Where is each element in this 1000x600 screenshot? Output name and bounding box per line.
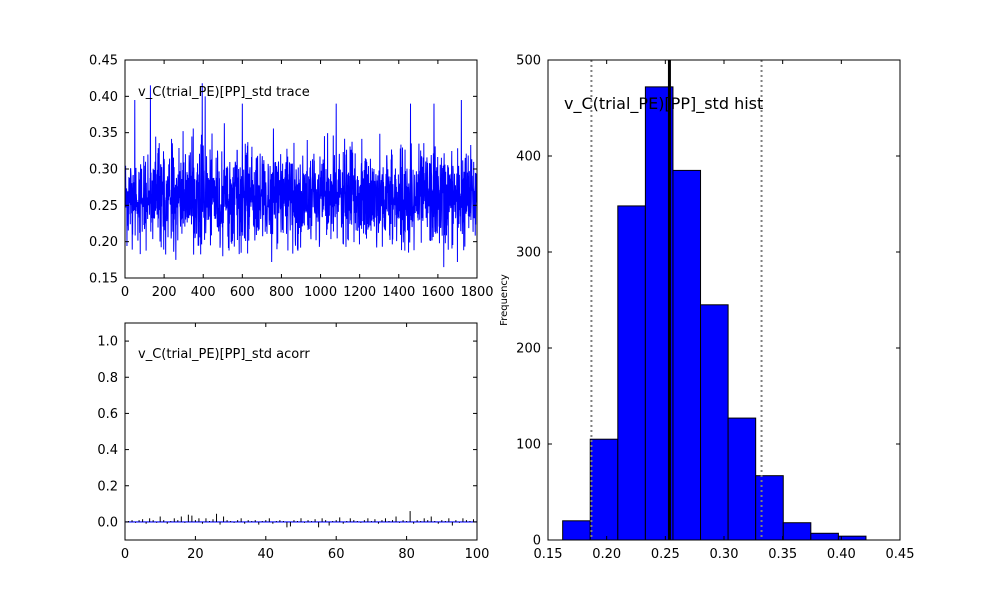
y-tick-label: 0.30 <box>89 163 118 178</box>
y-tick-label: 0.25 <box>89 199 118 214</box>
hist-bar <box>589 438 619 540</box>
hist-bar <box>727 417 757 540</box>
y-tick-label: 400 <box>516 150 541 165</box>
hist-panel: 0.15 0.20 0.25 0.30 0.35 0.40 0.45 0 100 200 300 4… <box>499 54 914 563</box>
hist-y-ticks: 0 100 200 300 400 500 <box>516 54 900 549</box>
acorr-panel: 0 20 40 60 80 100 0.0 0.2 0.4 0.6 0.8 1.0 v_C(tria… <box>97 322 490 562</box>
trace-series-line <box>125 83 477 268</box>
x-tick-label: 100 <box>465 547 490 562</box>
x-tick-label: 800 <box>269 285 294 300</box>
y-tick-label: 0.0 <box>97 515 118 530</box>
y-tick-label: 500 <box>516 54 541 69</box>
x-tick-label: 0.45 <box>886 547 915 562</box>
y-tick-label: 300 <box>516 246 541 261</box>
hist-bar <box>755 475 784 540</box>
x-tick-label: 0.35 <box>768 547 797 562</box>
y-tick-label: 1.0 <box>97 335 118 350</box>
x-tick-label: 0 <box>121 285 129 300</box>
hist-bar <box>617 205 646 540</box>
x-tick-label: 0.40 <box>827 547 856 562</box>
x-tick-label: 1200 <box>343 285 376 300</box>
hist-bar <box>672 169 702 540</box>
y-tick-label: 0.8 <box>97 371 118 386</box>
y-tick-label: 0.15 <box>89 272 118 287</box>
x-tick-label: 600 <box>230 285 255 300</box>
hist-bar <box>837 535 867 540</box>
hist-plot-area <box>562 60 867 540</box>
trace-x-ticks: 0 200 400 600 800 1000 1200 1400 1600 1800 <box>121 60 494 300</box>
acorr-title: v_C(trial_PE)[PP]_std acorr <box>138 347 310 362</box>
y-tick-label: 0.20 <box>89 235 118 250</box>
hist-bar <box>562 520 591 540</box>
x-tick-label: 400 <box>191 285 216 300</box>
trace-panel: 0 200 400 600 800 1000 1200 1400 1600 1800 0.150.… <box>89 54 494 301</box>
trace-title: v_C(trial_PE)[PP]_std trace <box>138 85 310 100</box>
x-tick-label: 0.25 <box>651 547 680 562</box>
acorr-axes-frame <box>124 322 478 541</box>
y-tick-label: 0.6 <box>97 407 118 422</box>
y-tick-label: 0 <box>533 534 541 549</box>
x-tick-label: 1400 <box>382 285 415 300</box>
y-tick-label: 200 <box>516 342 541 357</box>
x-tick-label: 0.20 <box>592 547 621 562</box>
x-tick-label: 0.30 <box>710 547 739 562</box>
acorr-plot-area <box>125 511 477 528</box>
trace-y-ticks: 0.15 0.20 0.25 0.30 0.35 0.40 0.45 <box>89 54 477 287</box>
hist-x-ticks: 0.15 0.20 0.25 0.30 0.35 0.40 0.45 <box>534 60 915 562</box>
x-tick-label: 20 <box>187 547 204 562</box>
hist-y-axis-label: Frequency <box>499 274 510 326</box>
x-tick-label: 40 <box>258 547 275 562</box>
hist-bar <box>782 522 812 540</box>
x-tick-label: 0.15 <box>534 547 563 562</box>
x-tick-label: 60 <box>328 547 345 562</box>
acorr-x-ticks: 0 20 40 60 80 100 <box>121 323 490 562</box>
y-tick-label: 100 <box>516 438 541 453</box>
hist-bar <box>810 532 839 540</box>
x-tick-label: 1000 <box>304 285 337 300</box>
y-tick-label: 0.4 <box>97 443 118 458</box>
x-tick-label: 80 <box>398 547 415 562</box>
y-tick-label: 0.40 <box>89 90 118 105</box>
y-tick-label: 0.35 <box>89 126 118 141</box>
acorr-y-ticks: 0.0 0.2 0.4 0.6 0.8 1.0 <box>97 335 477 530</box>
y-tick-label: 0.2 <box>97 479 118 494</box>
x-tick-label: 200 <box>152 285 177 300</box>
hist-bar <box>700 304 729 540</box>
x-tick-label: 1800 <box>460 285 493 300</box>
x-tick-label: 1600 <box>421 285 454 300</box>
trace-plot-area <box>125 83 477 268</box>
hist-title: v_C(trial_PE)[PP]_std hist <box>564 94 763 114</box>
x-tick-label: 0 <box>121 547 129 562</box>
y-tick-label: 0.45 <box>89 54 118 69</box>
